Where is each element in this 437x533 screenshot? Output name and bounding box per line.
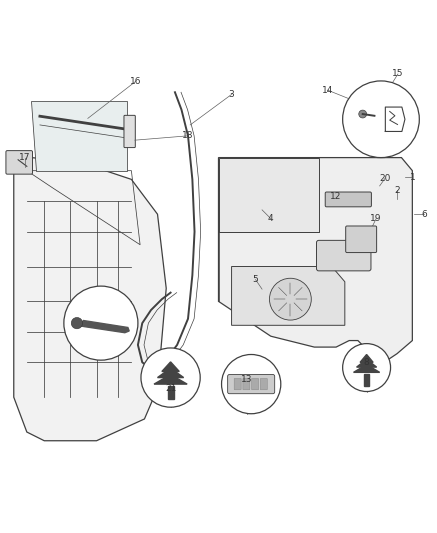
Polygon shape	[360, 354, 373, 362]
Polygon shape	[232, 266, 345, 325]
Polygon shape	[31, 101, 127, 171]
Text: 18: 18	[182, 131, 194, 140]
FancyBboxPatch shape	[260, 378, 267, 390]
Text: 4: 4	[268, 214, 274, 223]
Polygon shape	[357, 359, 377, 367]
Text: 2: 2	[394, 186, 400, 195]
Polygon shape	[167, 386, 173, 399]
Circle shape	[270, 278, 311, 320]
Text: 6: 6	[421, 209, 427, 219]
Text: 13: 13	[241, 375, 253, 384]
Polygon shape	[162, 362, 179, 372]
Polygon shape	[354, 365, 380, 373]
Text: 17: 17	[19, 153, 31, 162]
FancyBboxPatch shape	[316, 240, 371, 271]
Polygon shape	[218, 158, 319, 232]
FancyBboxPatch shape	[6, 151, 32, 174]
FancyBboxPatch shape	[243, 378, 250, 390]
Text: 16: 16	[130, 77, 142, 86]
FancyBboxPatch shape	[124, 115, 135, 148]
Circle shape	[222, 354, 281, 414]
Text: 14: 14	[322, 86, 333, 94]
FancyBboxPatch shape	[346, 226, 377, 253]
FancyBboxPatch shape	[234, 378, 241, 390]
Text: 3: 3	[229, 90, 234, 99]
FancyBboxPatch shape	[325, 192, 371, 207]
Text: 5: 5	[253, 275, 258, 284]
Circle shape	[71, 318, 83, 329]
Circle shape	[141, 348, 200, 407]
Text: 8: 8	[364, 358, 369, 367]
Text: 20: 20	[379, 174, 391, 183]
Text: 21: 21	[165, 384, 176, 393]
Polygon shape	[364, 374, 369, 386]
Text: 12: 12	[330, 192, 342, 201]
Polygon shape	[73, 320, 129, 333]
Polygon shape	[157, 368, 184, 377]
FancyBboxPatch shape	[228, 375, 275, 394]
Circle shape	[343, 81, 420, 158]
Text: 15: 15	[392, 69, 404, 78]
Polygon shape	[14, 158, 166, 441]
Circle shape	[343, 344, 391, 392]
Text: 1: 1	[409, 173, 415, 182]
Polygon shape	[218, 158, 413, 362]
Text: 19: 19	[371, 214, 382, 223]
Polygon shape	[154, 375, 187, 384]
FancyBboxPatch shape	[252, 378, 259, 390]
Circle shape	[359, 110, 367, 118]
Circle shape	[64, 286, 138, 360]
